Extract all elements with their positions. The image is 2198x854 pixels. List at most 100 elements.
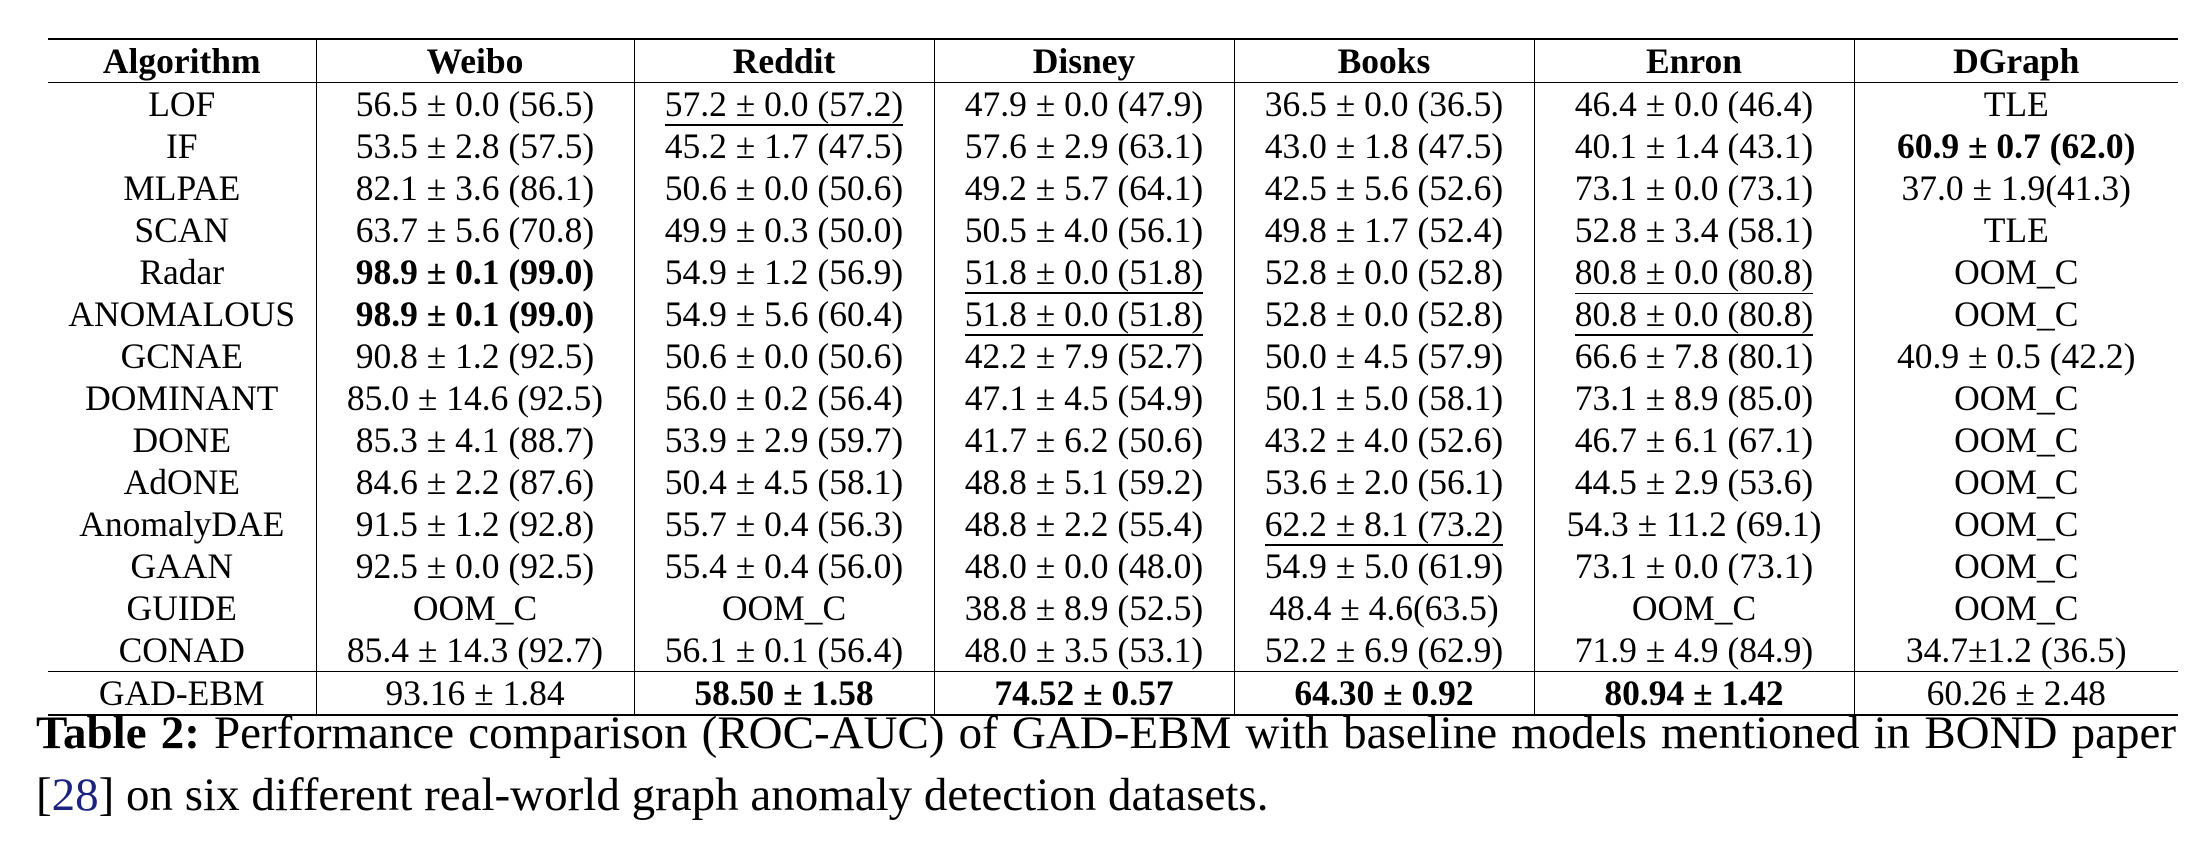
score-value: 71.9 ± 4.9 (84.9) [1574, 630, 1814, 670]
score-cell: 55.4 ± 0.4 (56.0) [633, 545, 934, 587]
score-value: 38.8 ± 8.9 (52.5) [964, 588, 1204, 628]
score-cell: 84.6 ± 2.2 (87.6) [315, 461, 634, 503]
score-cell: 41.7 ± 6.2 (50.6) [933, 419, 1234, 461]
score-cell: 53.9 ± 2.9 (59.7) [633, 419, 934, 461]
score-value: 43.0 ± 1.8 (47.5) [1264, 126, 1504, 166]
algorithm-name-cell: CONAD [48, 629, 316, 672]
table-row: DOMINANT 85.0 ± 14.6 (92.5) 56.0 ± 0.2 (56… [48, 377, 2178, 419]
score-cell: 46.7 ± 6.1 (67.1) [1533, 419, 1854, 461]
score-cell: 49.8 ± 1.7 (52.4) [1233, 209, 1534, 251]
header-row: Algorithm Weibo Reddit Disney Books Enro… [48, 38, 2178, 83]
score-cell: 56.1 ± 0.1 (56.4) [633, 629, 934, 672]
score-cell: 36.5 ± 0.0 (36.5) [1233, 82, 1534, 125]
score-value: 51.8 ± 0.0 (51.8) [964, 252, 1204, 294]
column-header-algorithm: Algorithm [48, 38, 316, 83]
score-cell: 54.3 ± 11.2 (69.1) [1533, 503, 1854, 545]
score-value: 73.1 ± 8.9 (85.0) [1574, 378, 1814, 418]
table-row: SCAN 63.7 ± 5.6 (70.8) 49.9 ± 0.3 (50.0) 50… [48, 209, 2178, 251]
score-value: 49.9 ± 0.3 (50.0) [664, 210, 904, 250]
score-cell: 54.9 ± 5.0 (61.9) [1233, 544, 1534, 587]
score-cell: 51.8 ± 0.0 (51.8) [933, 251, 1234, 294]
score-cell: 63.7 ± 5.6 (70.8) [315, 209, 634, 251]
score-cell: 73.1 ± 0.0 (73.1) [1533, 545, 1854, 587]
score-value: OOM_C [1954, 504, 2079, 544]
score-value: 48.0 ± 3.5 (53.1) [964, 630, 1204, 670]
score-cell: 40.9 ± 0.5 (42.2) [1853, 335, 2178, 377]
column-header-enron: Enron [1533, 38, 1854, 83]
score-cell: 64.30 ± 0.92 [1233, 671, 1534, 716]
score-cell: 50.6 ± 0.0 (50.6) [633, 167, 934, 209]
score-cell: 60.9 ± 0.7 (62.0) [1853, 125, 2178, 167]
results-table: Algorithm Weibo Reddit Disney Books Enro… [48, 38, 2178, 716]
column-header-dgraph: DGraph [1853, 38, 2178, 83]
score-value: 58.50 ± 1.58 [694, 673, 874, 713]
score-value: 44.5 ± 2.9 (53.6) [1574, 462, 1814, 502]
table-row: AdONE 84.6 ± 2.2 (87.6) 50.4 ± 4.5 (58.1) 4… [48, 461, 2178, 503]
algorithm-name-cell: Radar [139, 252, 225, 292]
score-cell: 93.16 ± 1.84 [315, 671, 634, 716]
table-row: AnomalyDAE 91.5 ± 1.2 (92.8) 55.7 ± 0.4 (5… [48, 503, 2178, 546]
score-value: 37.0 ± 1.9(41.3) [1901, 168, 2131, 208]
score-cell: 50.5 ± 4.0 (56.1) [933, 209, 1234, 251]
table-row: GCNAE 90.8 ± 1.2 (92.5) 50.6 ± 0.0 (50.6) 4… [48, 334, 2178, 377]
column-header-books: Books [1233, 38, 1534, 83]
score-value: 50.0 ± 4.5 (57.9) [1264, 336, 1504, 376]
score-value: 84.6 ± 2.2 (87.6) [355, 462, 595, 502]
table-row: LOF 56.5 ± 0.0 (56.5) 57.2 ± 0.0 (57.2) 47.… [48, 82, 2178, 126]
score-cell: OOM_C [1853, 251, 2178, 293]
algorithm-name-cell: GCNAE [120, 336, 243, 376]
score-value: 48.0 ± 0.0 (48.0) [964, 546, 1204, 586]
score-cell: 52.8 ± 0.0 (52.8) [1233, 251, 1534, 293]
score-value: 80.94 ± 1.42 [1604, 673, 1784, 713]
score-cell: 85.3 ± 4.1 (88.7) [315, 419, 634, 461]
score-cell: 38.8 ± 8.9 (52.5) [933, 587, 1234, 629]
score-value: 64.30 ± 0.92 [1294, 673, 1474, 713]
score-value: 48.8 ± 2.2 (55.4) [964, 504, 1204, 544]
score-value: 98.9 ± 0.1 (99.0) [355, 294, 595, 334]
score-cell: 48.0 ± 0.0 (48.0) [933, 545, 1234, 587]
score-cell: 82.1 ± 3.6 (86.1) [315, 167, 634, 209]
score-value: 57.6 ± 2.9 (63.1) [964, 126, 1204, 166]
score-cell: OOM_C [1853, 419, 2178, 461]
score-value: 45.2 ± 1.7 (47.5) [664, 124, 904, 166]
score-cell: 57.6 ± 2.9 (63.1) [933, 125, 1234, 167]
score-cell: 90.8 ± 1.2 (92.5) [315, 335, 634, 377]
score-cell: TLE [1853, 209, 2178, 251]
score-cell: 50.6 ± 0.0 (50.6) [633, 335, 934, 377]
score-cell: 85.0 ± 14.6 (92.5) [315, 377, 634, 419]
caption-label: Table 2: [36, 707, 200, 759]
score-cell: 48.4 ± 4.6(63.5) [1233, 587, 1534, 629]
score-cell: 58.50 ± 1.58 [633, 671, 934, 716]
score-value: 43.2 ± 4.0 (52.6) [1264, 420, 1504, 460]
caption-citation-link[interactable]: 28 [51, 769, 99, 821]
score-cell: 51.8 ± 0.0 (51.8) [933, 292, 1234, 336]
score-cell: 85.4 ± 14.3 (92.7) [315, 629, 634, 672]
score-value: 40.1 ± 1.4 (43.1) [1574, 126, 1814, 166]
score-cell: 49.2 ± 5.7 (64.1) [933, 167, 1234, 209]
algorithm-name-cell: ANOMALOUS [68, 294, 296, 334]
score-value: 98.9 ± 0.1 (99.0) [355, 252, 595, 292]
score-cell: 43.0 ± 1.8 (47.5) [1233, 125, 1534, 167]
algorithm-name-cell: SCAN [134, 210, 230, 250]
score-value: 51.8 ± 0.0 (51.8) [964, 292, 1204, 336]
score-value: 52.8 ± 3.4 (58.1) [1574, 210, 1814, 250]
score-cell: 44.5 ± 2.9 (53.6) [1533, 461, 1854, 503]
score-value: 55.4 ± 0.4 (56.0) [664, 546, 904, 586]
score-value: 54.3 ± 11.2 (69.1) [1566, 504, 1822, 544]
score-cell: 52.8 ± 3.4 (58.1) [1533, 209, 1854, 251]
score-cell: 62.2 ± 8.1 (73.2) [1233, 503, 1534, 546]
table-row: CONAD 85.4 ± 14.3 (92.7) 56.1 ± 0.1 (56.4)… [48, 629, 2178, 672]
score-value: 92.5 ± 0.0 (92.5) [355, 546, 595, 586]
column-header-reddit: Reddit [633, 38, 934, 83]
score-value: 56.5 ± 0.0 (56.5) [355, 84, 595, 124]
score-cell: 50.4 ± 4.5 (58.1) [633, 461, 934, 503]
algorithm-name-cell: MLPAE [123, 168, 241, 208]
score-cell: 54.9 ± 5.6 (60.4) [633, 293, 934, 335]
score-value: OOM_C [1954, 420, 2079, 460]
score-value: 53.9 ± 2.9 (59.7) [664, 420, 904, 460]
score-cell: 80.8 ± 0.0 (80.8) [1533, 293, 1854, 336]
column-header-disney: Disney [933, 38, 1234, 83]
score-cell: 66.6 ± 7.8 (80.1) [1533, 334, 1854, 377]
table-row: DONE 85.3 ± 4.1 (88.7) 53.9 ± 2.9 (59.7) 41… [48, 419, 2178, 461]
score-cell: 53.6 ± 2.0 (56.1) [1233, 461, 1534, 503]
